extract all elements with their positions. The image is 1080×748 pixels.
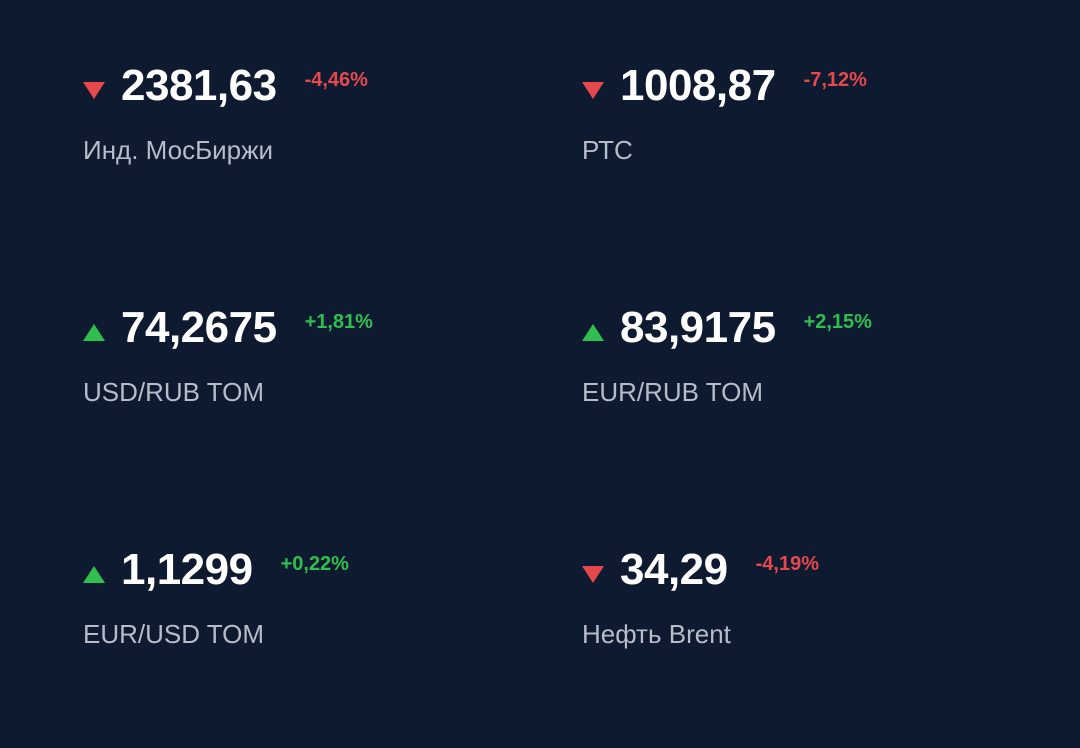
ticker-name: USD/RUB TOM [83,377,265,407]
ticker-change: -4,19% [755,553,819,575]
ticker-quote-row: 34,29 -4,19% [582,544,1022,600]
triangle-down-icon [582,82,604,99]
ticker-rts-index[interactable]: 1008,87 -7,12% РТС [582,60,1022,170]
ticker-change: -4,46% [304,69,368,91]
ticker-quote-row: 74,2675 +1,81% [83,302,523,358]
ticker-quote-row: 1,1299 +0,22% [83,544,523,600]
ticker-change: +2,15% [803,311,872,333]
ticker-quote-row: 1008,87 -7,12% [582,60,1022,116]
ticker-name: Инд. МосБиржи [83,135,274,165]
triangle-up-icon [83,324,105,341]
ticker-value: 1,1299 [121,545,253,594]
ticker-usd-rub[interactable]: 74,2675 +1,81% USD/RUB TOM [83,302,523,412]
ticker-quote-row: 2381,63 -4,46% [83,60,523,116]
ticker-name: Нефть Brent [582,619,731,649]
ticker-value: 1008,87 [620,61,776,110]
triangle-up-icon [83,566,105,583]
triangle-up-icon [582,324,604,341]
ticker-value: 2381,63 [121,61,277,110]
triangle-down-icon [83,82,105,99]
ticker-change: +1,81% [304,311,373,333]
ticker-quote-row: 83,9175 +2,15% [582,302,1022,358]
ticker-name: EUR/USD TOM [83,619,265,649]
ticker-change: -7,12% [803,69,867,91]
ticker-change: +0,22% [280,553,349,575]
ticker-value: 83,9175 [620,303,776,352]
ticker-value: 74,2675 [121,303,277,352]
ticker-brent-oil[interactable]: 34,29 -4,19% Нефть Brent [582,544,1022,654]
ticker-eur-usd[interactable]: 1,1299 +0,22% EUR/USD TOM [83,544,523,654]
triangle-down-icon [582,566,604,583]
ticker-eur-rub[interactable]: 83,9175 +2,15% EUR/RUB TOM [582,302,1022,412]
ticker-name: РТС [582,135,633,165]
ticker-value: 34,29 [620,545,728,594]
ticker-moex-index[interactable]: 2381,63 -4,46% Инд. МосБиржи [83,60,523,170]
ticker-name: EUR/RUB TOM [582,377,764,407]
